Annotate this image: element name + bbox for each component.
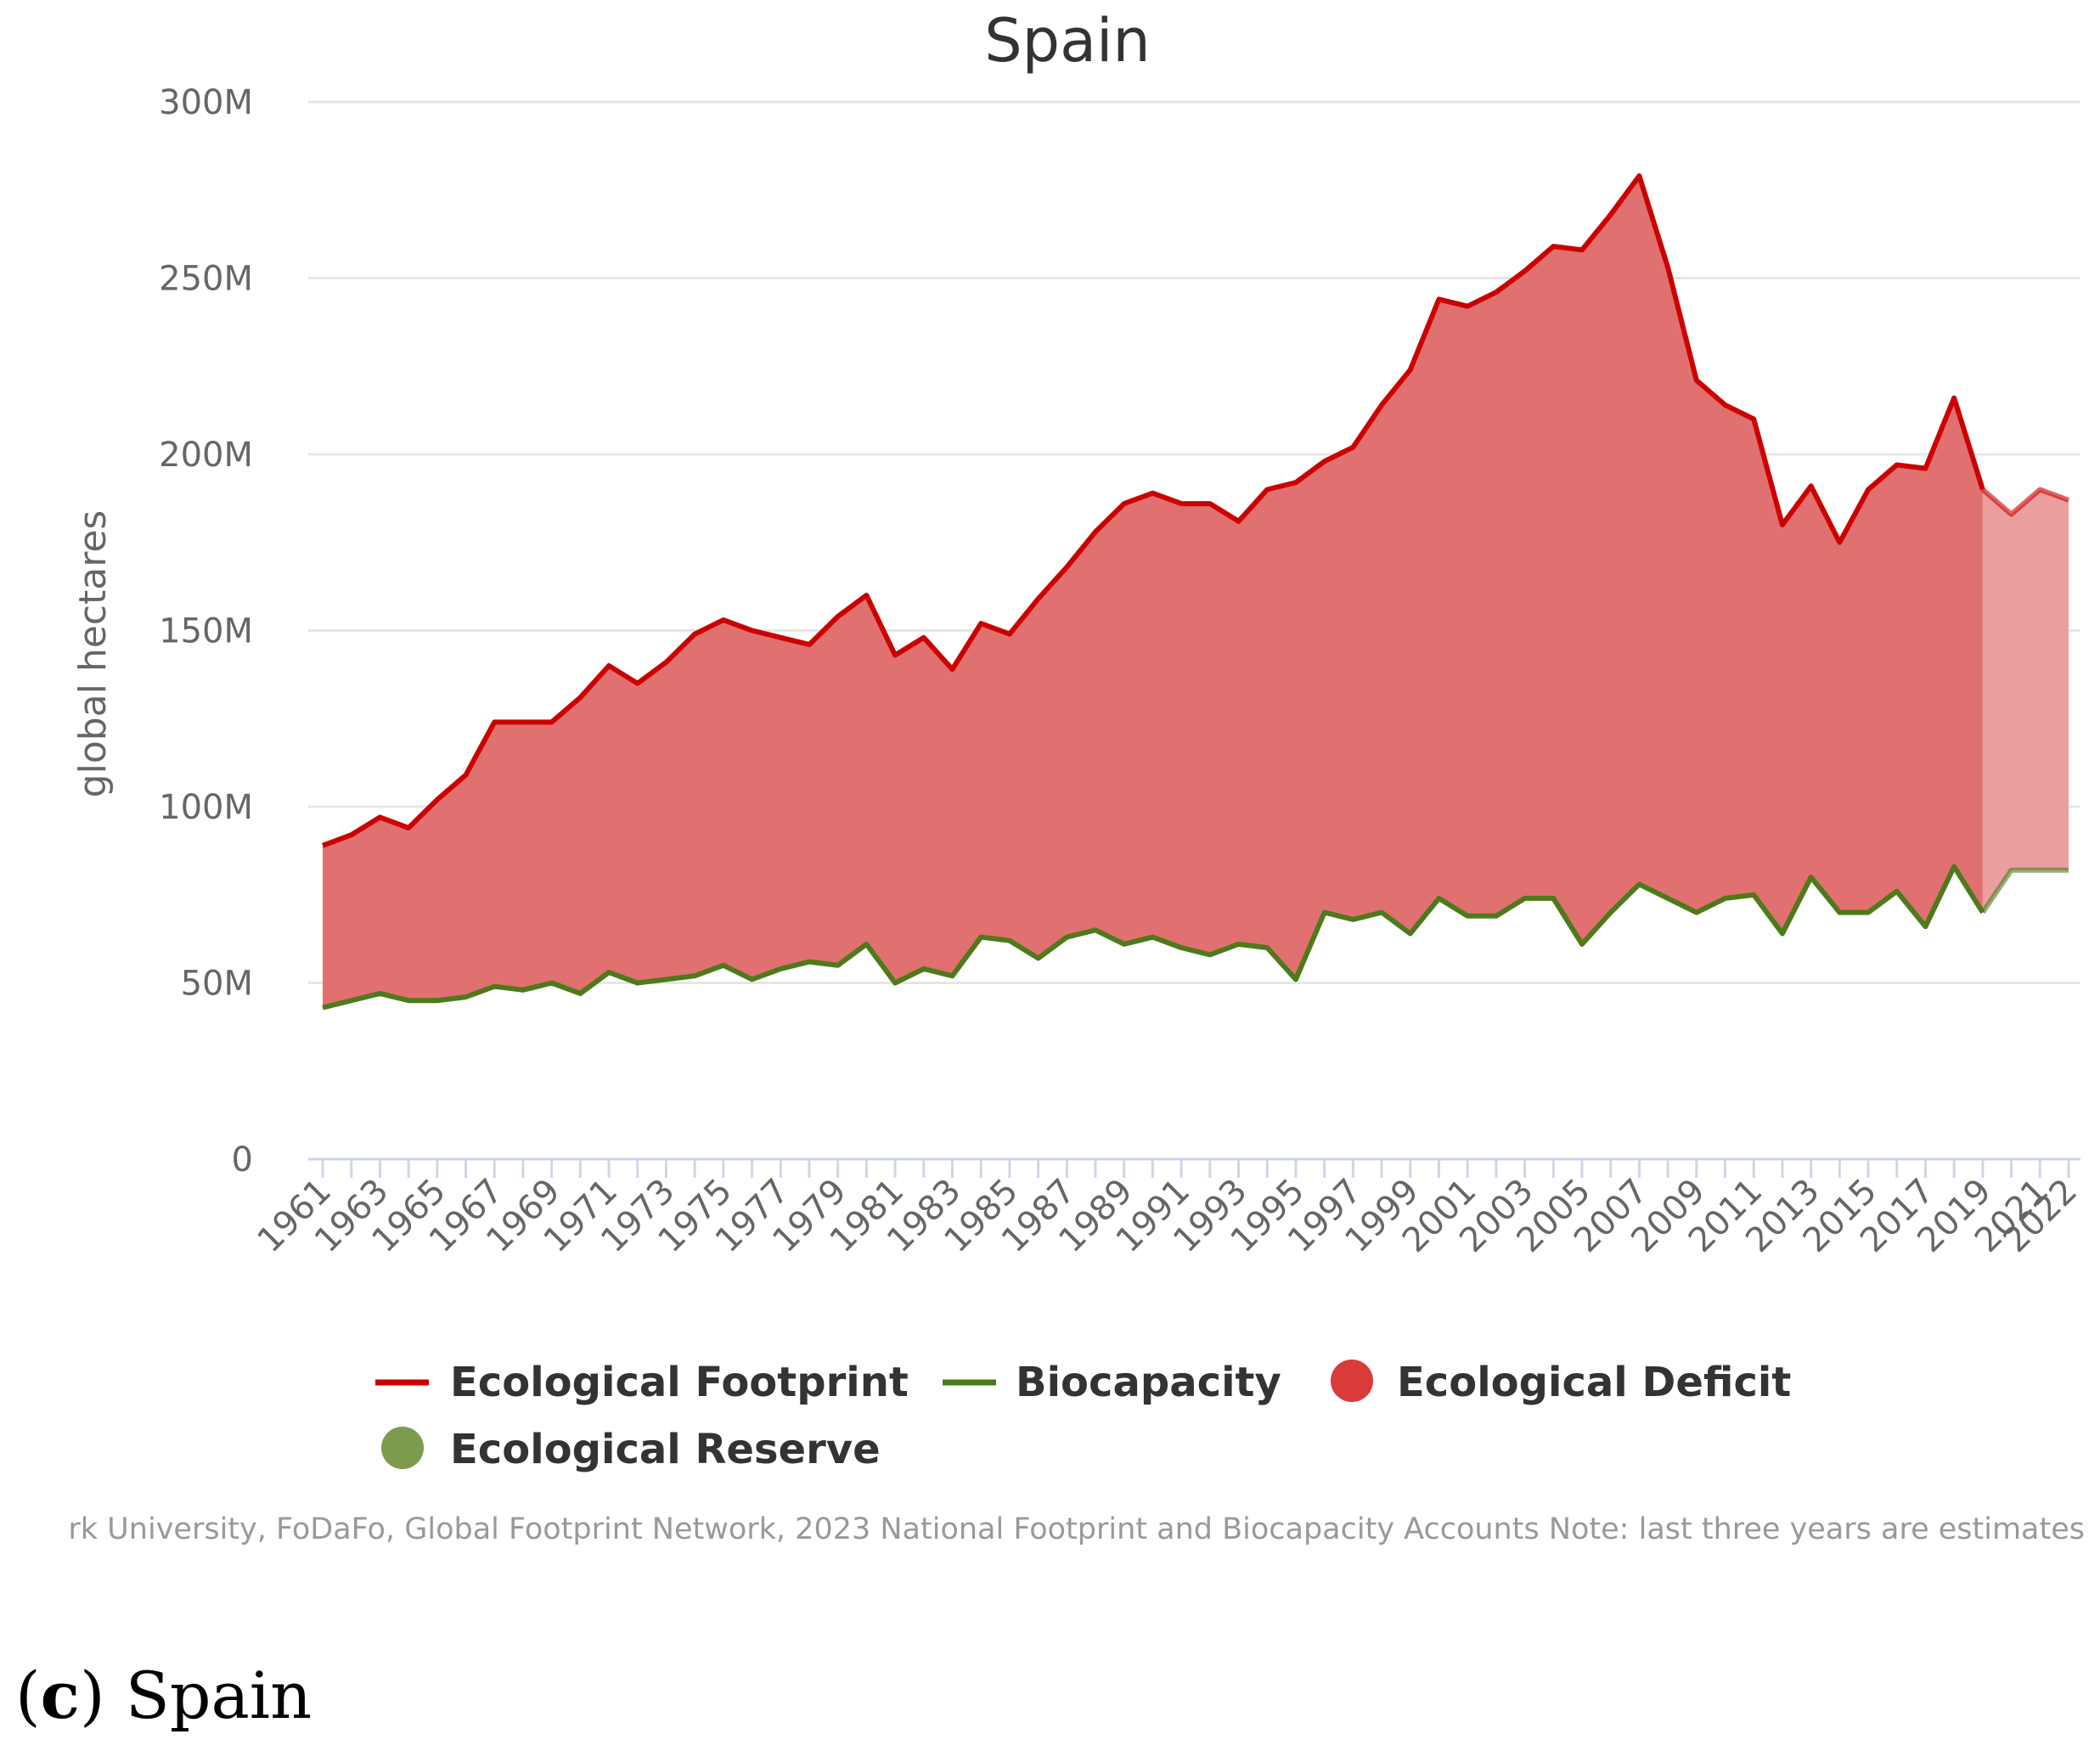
y-tick-label: 250M (159, 260, 253, 299)
caption-text: Spain (105, 1658, 312, 1733)
legend-label-ecological-reserve: Ecological Reserve (450, 1426, 881, 1473)
legend-item-biocapacity[interactable]: Biocapacity (943, 1359, 1281, 1406)
deficit-areas (323, 176, 2069, 1008)
legend-item-ecological-deficit[interactable]: Ecological Deficit (1331, 1359, 1791, 1406)
legend-label-biocapacity: Biocapacity (1016, 1359, 1281, 1406)
series-lines (321, 173, 2070, 1011)
y-tick-label: 100M (159, 788, 253, 827)
x-axis: 1961196319651967196919711973197519771979… (251, 1157, 2085, 1260)
deficit-legend-dot (1331, 1360, 1373, 1402)
ecological-footprint-line-estimate (1980, 487, 2070, 517)
figure-caption: (c) Spain (15, 1658, 312, 1733)
legend-label-ecological-deficit: Ecological Deficit (1397, 1359, 1791, 1406)
legend-item-ecological-footprint[interactable]: Ecological Footprint (375, 1359, 909, 1406)
y-tick-label: 300M (159, 83, 253, 122)
biocapacity-line-estimate (1980, 867, 2069, 915)
chart-title: Spain (984, 6, 1151, 76)
legend-label-ecological-footprint: Ecological Footprint (450, 1359, 909, 1406)
y-tick-label: 150M (159, 612, 253, 651)
ecological-deficit-area (323, 176, 1983, 1008)
y-tick-label: 0 (232, 1140, 253, 1180)
caption-label: c (41, 1658, 80, 1733)
legend: Ecological Footprint Biocapacity Ecologi… (375, 1359, 1791, 1473)
y-axis-label: global hectares (71, 510, 115, 798)
biocapacity-line (322, 864, 1985, 1011)
y-axis-ticks: 0 50M 100M 150M 200M 250M 300M (159, 83, 253, 1180)
reserve-legend-dot (381, 1427, 424, 1469)
ecological-deficit-area-estimate (1982, 489, 2069, 913)
legend-item-ecological-reserve[interactable]: Ecological Reserve (381, 1426, 881, 1473)
ecological-footprint-line (321, 173, 1985, 848)
y-tick-label: 200M (159, 436, 253, 475)
y-tick-label: 50M (181, 965, 253, 1004)
credits-text[interactable]: rk University, FoDaFo, Global Footprint … (68, 1512, 2085, 1546)
